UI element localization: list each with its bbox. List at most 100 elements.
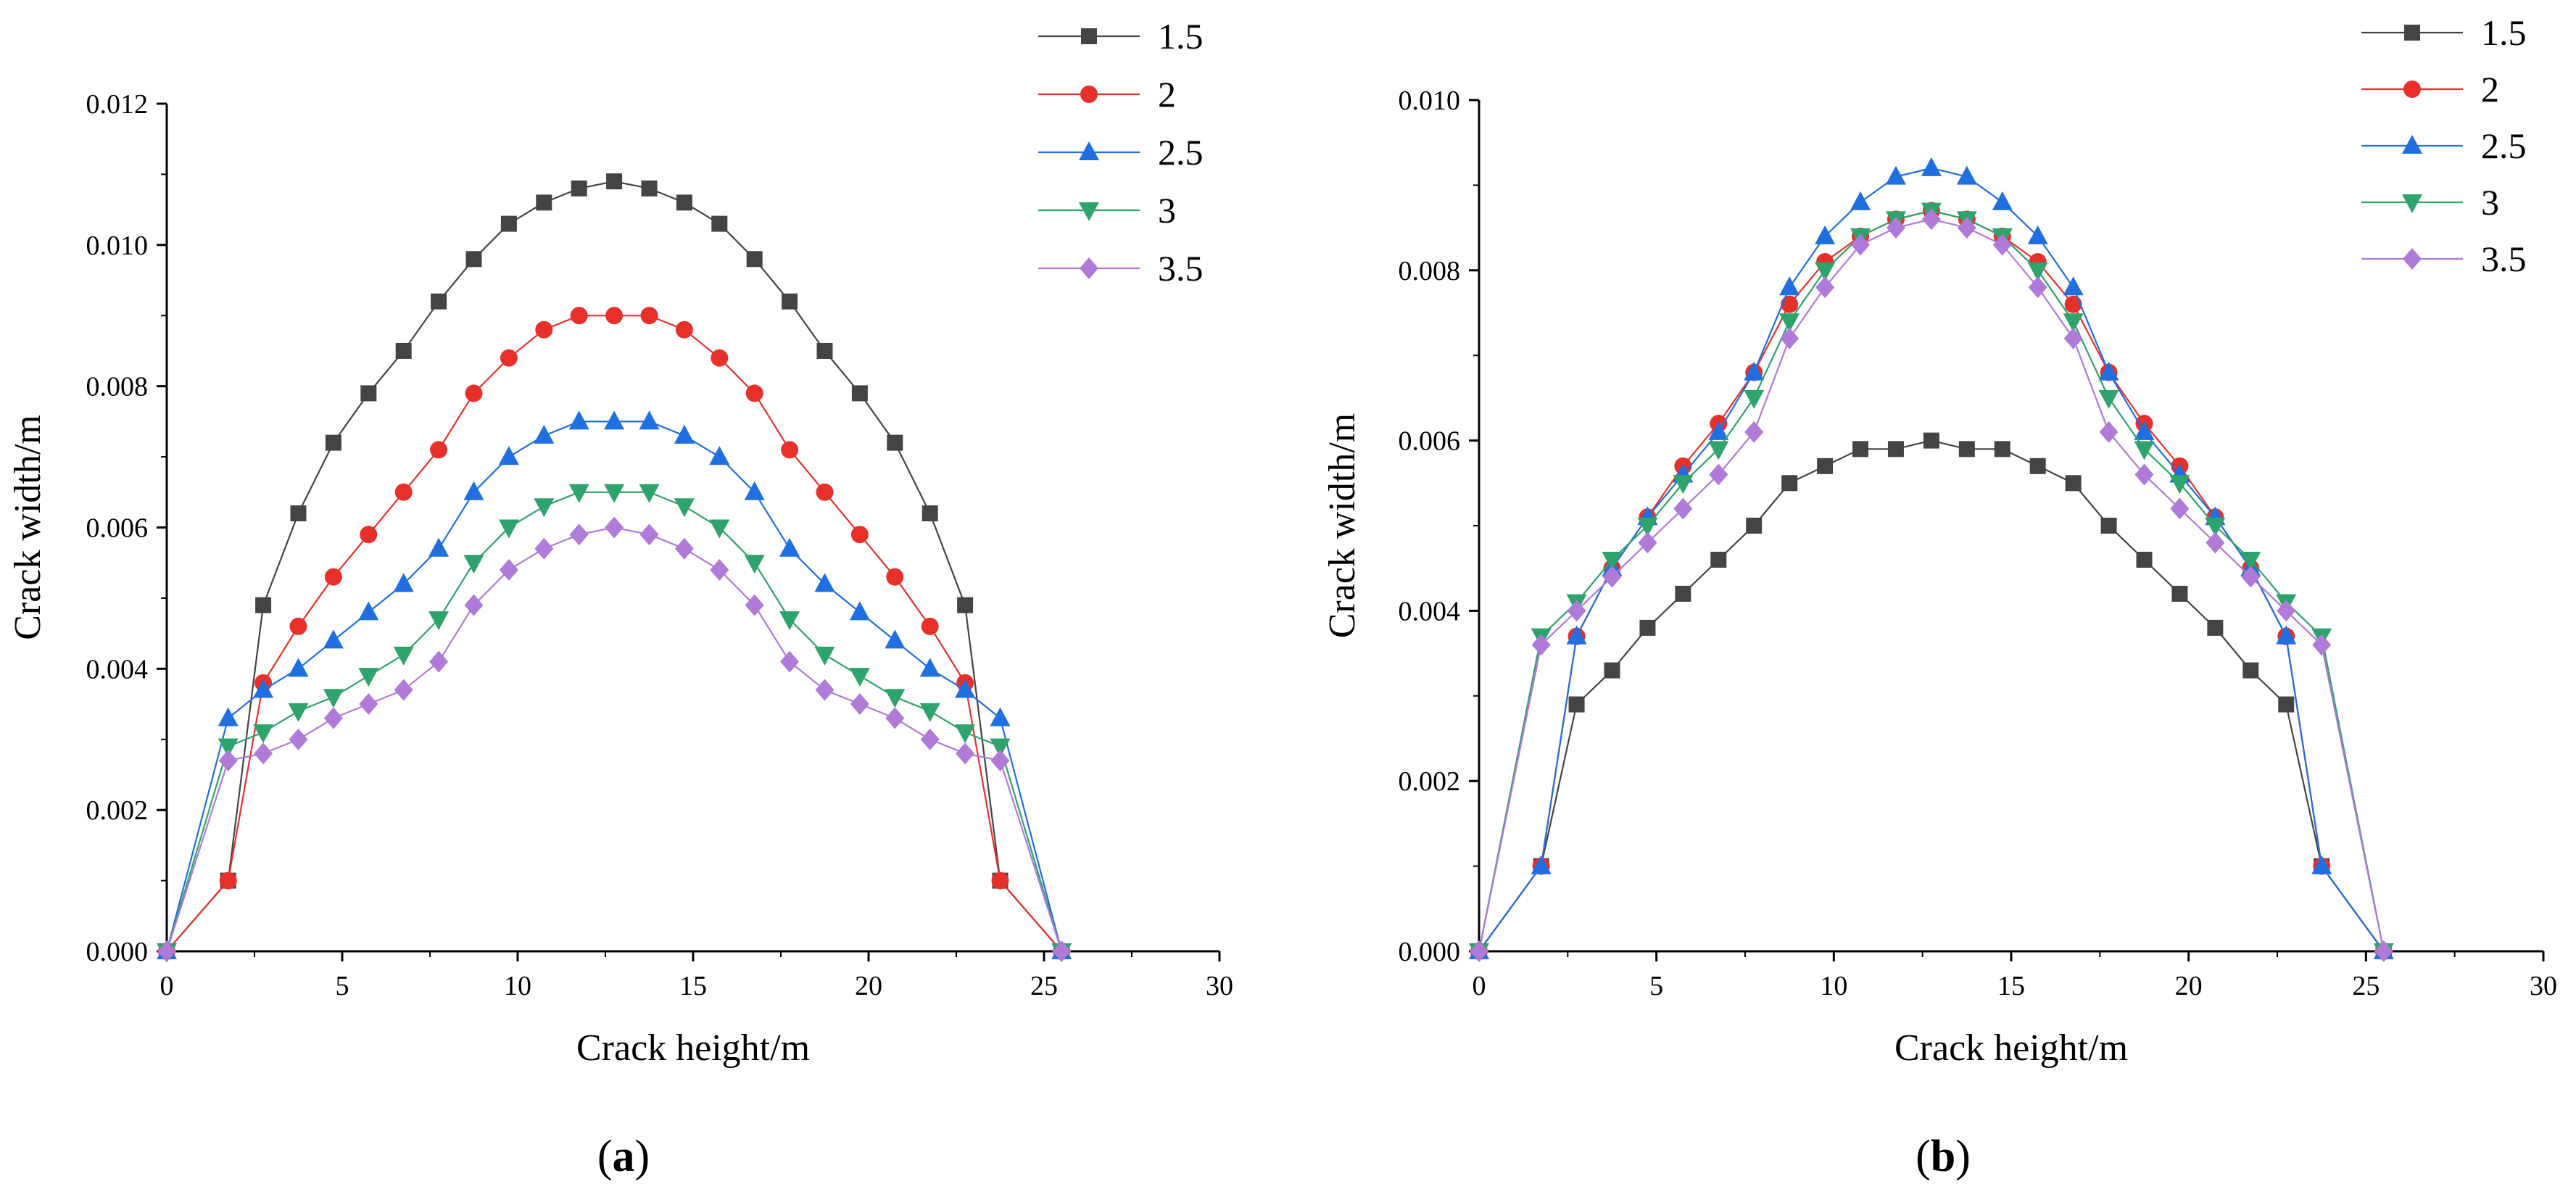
- data-point: [463, 555, 484, 574]
- data-point: [674, 424, 695, 444]
- data-point: [463, 481, 484, 500]
- y-tick-label: 0.000: [1399, 937, 1461, 967]
- data-point: [1852, 441, 1869, 458]
- series-line: [165, 491, 1063, 952]
- data-point: [1673, 475, 1694, 494]
- x-tick-label: 0: [1473, 971, 1486, 1001]
- x-tick-label: 20: [2175, 971, 2203, 1001]
- data-point: [780, 650, 800, 673]
- y-tick-label: 0.004: [86, 654, 149, 684]
- data-point: [1052, 940, 1072, 962]
- data-point: [746, 251, 763, 268]
- data-point: [534, 537, 554, 560]
- data-point: [253, 679, 274, 698]
- data-point: [359, 693, 378, 716]
- data-point: [2063, 327, 2083, 349]
- legend-entry: 2.5: [1038, 132, 1204, 173]
- data-point: [2276, 625, 2297, 645]
- data-point: [431, 293, 447, 310]
- data-point: [2063, 313, 2084, 333]
- data-point: [919, 703, 940, 722]
- data-point: [1779, 313, 1800, 333]
- x-tick-label: 0: [160, 971, 174, 1001]
- data-point: [1638, 531, 1657, 554]
- legend-marker: [2403, 80, 2421, 98]
- series-1.5: [1471, 432, 2392, 959]
- data-point: [568, 410, 589, 430]
- data-point: [1708, 421, 1729, 440]
- data-point: [2063, 276, 2084, 296]
- legend-marker: [1080, 86, 1098, 103]
- data-point: [1744, 361, 1765, 381]
- data-point: [676, 194, 692, 211]
- data-point: [1567, 600, 1586, 622]
- data-point: [465, 384, 483, 402]
- data-point: [1709, 463, 1728, 486]
- data-point: [2134, 441, 2155, 460]
- data-point: [218, 707, 239, 727]
- legend-entry: 1.5: [1038, 16, 1204, 57]
- data-point: [710, 558, 729, 581]
- data-point: [288, 658, 309, 677]
- data-point: [745, 384, 763, 402]
- data-point: [781, 441, 799, 459]
- data-point: [1780, 327, 1800, 349]
- data-point: [2312, 634, 2332, 656]
- panel-a: 0 5 10 15 20 25 30 0.000 0.002 0.004 0.006 0.008 0.0…: [7, 16, 1233, 1181]
- data-point: [498, 519, 519, 539]
- x-axis-title: Crack height/m: [1894, 1027, 2128, 1069]
- data-point: [814, 573, 835, 592]
- legend-entry: 3: [2361, 182, 2499, 223]
- series-line: [166, 181, 1063, 952]
- series-2: [158, 307, 1071, 960]
- data-point: [360, 385, 377, 402]
- data-point: [640, 307, 658, 325]
- data-point: [1602, 551, 1623, 571]
- data-point: [1887, 441, 1904, 458]
- data-point: [2065, 475, 2082, 492]
- x-tick-label: 10: [504, 971, 531, 1001]
- data-point: [1815, 225, 1836, 244]
- panel-b: 0 5 10 15 20 25 30 0.000 0.002 0.004 0.006 0.008 0.0…: [1322, 12, 2557, 1181]
- data-point: [885, 629, 906, 649]
- legend-entry: 2: [1038, 74, 1176, 115]
- data-point: [1639, 619, 1656, 636]
- data-point: [1744, 389, 1765, 409]
- data-point: [2027, 262, 2048, 281]
- data-point: [394, 679, 413, 701]
- data-point: [290, 505, 307, 522]
- data-point: [814, 646, 835, 666]
- series-3.5: [1470, 208, 2393, 962]
- data-point: [1673, 497, 1693, 520]
- y-tick-label: 0.008: [1399, 256, 1461, 286]
- data-point: [604, 410, 625, 430]
- data-point: [288, 703, 309, 722]
- data-point: [1568, 696, 1585, 713]
- data-point: [2278, 696, 2295, 713]
- data-point: [2027, 225, 2048, 244]
- data-point: [1886, 217, 1905, 239]
- data-point: [745, 594, 764, 616]
- data-point: [1470, 940, 1488, 962]
- data-point: [1637, 518, 1658, 537]
- data-point: [430, 441, 448, 459]
- data-point: [605, 516, 624, 539]
- y-tick-label: 0.012: [86, 89, 149, 120]
- data-point: [568, 484, 589, 503]
- data-point: [1531, 634, 1551, 656]
- data-point: [2100, 518, 2117, 534]
- data-point: [1566, 625, 1587, 645]
- data-point: [955, 679, 976, 698]
- legend-entry: 2.5: [2361, 125, 2527, 166]
- data-point: [886, 568, 904, 586]
- data-point: [815, 679, 834, 701]
- data-point: [1746, 518, 1763, 534]
- data-point: [2206, 531, 2225, 554]
- series-1.5: [159, 173, 1070, 959]
- data-point: [744, 481, 765, 500]
- data-point: [2064, 295, 2082, 313]
- data-point: [1708, 441, 1729, 460]
- data-point: [157, 940, 176, 962]
- data-point: [428, 537, 450, 557]
- legend-entry: 2: [2361, 69, 2499, 109]
